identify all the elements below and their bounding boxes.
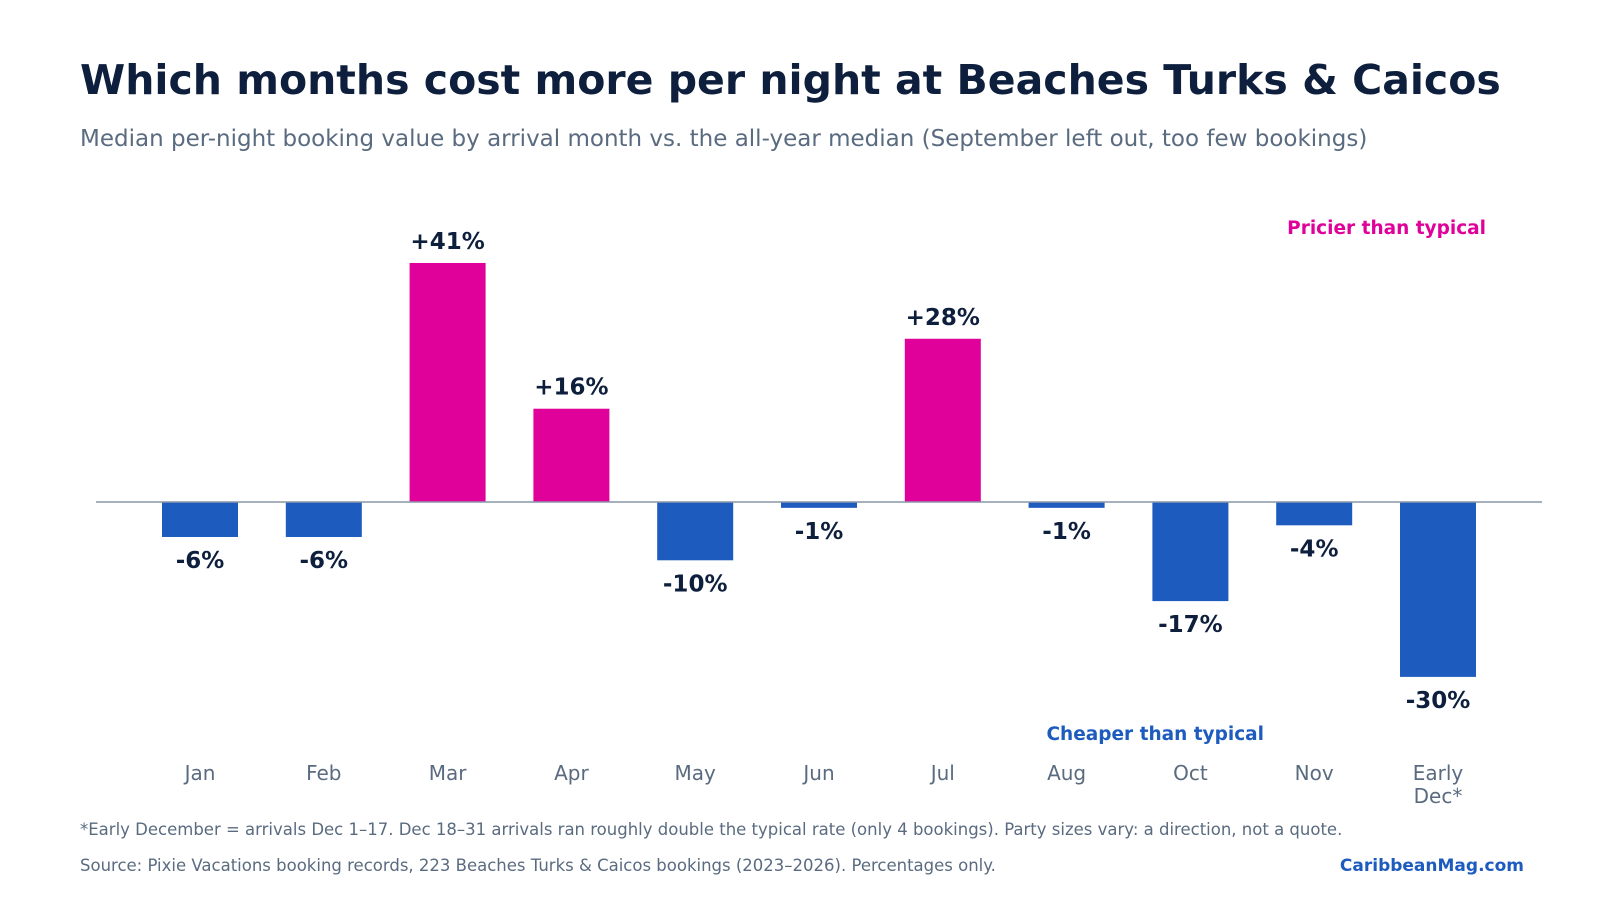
bar-jan [162, 502, 238, 537]
x-tick-label: Jul [929, 761, 955, 785]
bar-mar [409, 262, 486, 502]
x-tick-label: Oct [1173, 761, 1208, 785]
bar-nov [1276, 502, 1353, 526]
x-tick-label: Apr [554, 761, 589, 785]
tick-labels-group: Jan Feb Mar Apr May Jun Jul Aug Oct Nov Early Dec* [183, 761, 1464, 808]
value-label: -30% [1406, 688, 1471, 714]
chart-subtitle: Median per-night booking value by arriva… [80, 126, 1368, 152]
bar-jun [781, 502, 857, 508]
bar-may [657, 502, 734, 561]
x-tick-label: Aug [1047, 761, 1086, 785]
x-tick-label: Feb [306, 761, 341, 785]
value-label: -4% [1290, 536, 1339, 562]
x-tick-label: Early Dec* [1413, 761, 1464, 808]
x-tick-label: May [675, 761, 717, 785]
bar-feb [285, 502, 362, 537]
annotation-pricier: Pricier than typical [1287, 218, 1486, 239]
value-label: -6% [299, 548, 348, 574]
footnote: *Early December = arrivals Dec 1–17. Dec… [80, 820, 1343, 839]
value-label: +28% [906, 305, 980, 331]
value-label: -6% [176, 548, 225, 574]
bars-group [162, 262, 1476, 677]
bar-jul [904, 338, 981, 502]
bar-oct [1152, 502, 1229, 602]
value-label: +16% [534, 375, 608, 401]
source-note: Source: Pixie Vacations booking records,… [80, 856, 996, 875]
brand-link[interactable]: CaribbeanMag.com [1339, 856, 1524, 876]
x-tick-label: Mar [429, 761, 468, 785]
x-tick-label: Jan [183, 761, 216, 785]
annotation-cheaper: Cheaper than typical [1046, 724, 1264, 745]
value-label: -1% [795, 519, 844, 545]
bar-apr [533, 408, 610, 502]
bar-early-dec [1400, 502, 1476, 677]
x-tick-label: Nov [1295, 761, 1334, 785]
chart-title: Which months cost more per night at Beac… [80, 56, 1501, 104]
bar-aug [1028, 502, 1105, 508]
x-tick-label: Jun [801, 761, 834, 785]
value-label: -10% [663, 571, 728, 597]
value-labels-group: -6% -6% +41% +16% -10% -1% +28% -1% -17% -4% -30% [176, 229, 1471, 714]
value-label: +41% [410, 229, 484, 255]
value-label: -17% [1158, 612, 1223, 638]
value-label: -1% [1042, 519, 1091, 545]
